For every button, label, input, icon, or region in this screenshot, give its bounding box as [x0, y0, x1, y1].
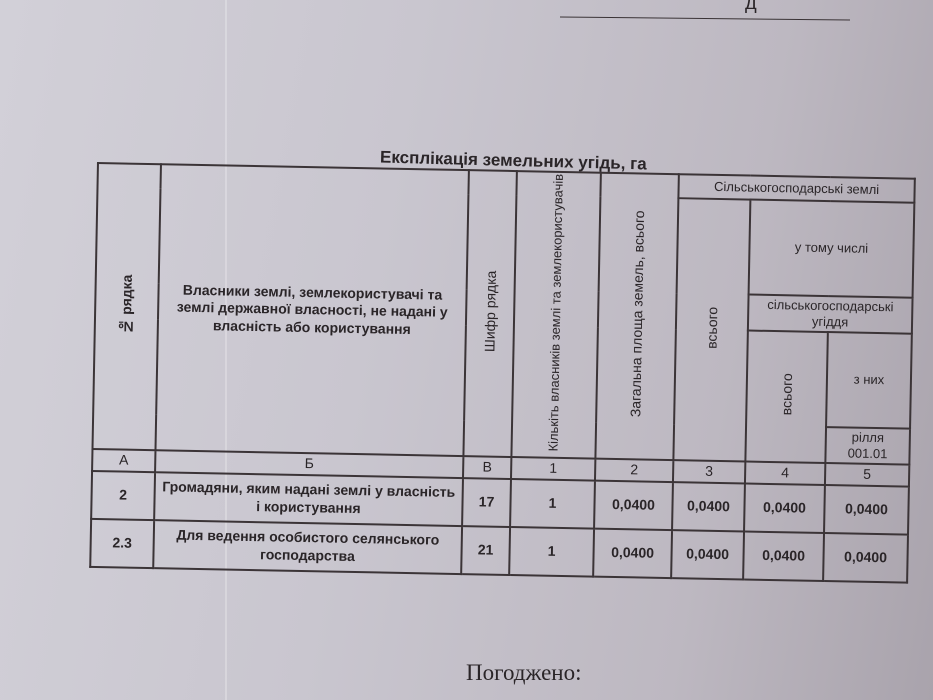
cell-total-area: 0,0400	[594, 480, 673, 530]
cell-arable: 0,0400	[823, 532, 909, 583]
header-holdings-total: всього	[745, 330, 828, 464]
header-total-area: Загальна площа земель, всього	[595, 172, 679, 461]
cell-holdings-total: 0,0400	[744, 483, 825, 533]
top-line	[560, 16, 850, 21]
cell-total-area: 0,0400	[593, 528, 673, 578]
cell-arable: 0,0400	[824, 484, 909, 535]
paper-fold	[225, 0, 227, 700]
top-text-fragment: д	[745, 0, 757, 14]
cell-holdings-total: 0,0400	[743, 531, 825, 581]
index-cell: 4	[744, 461, 826, 485]
cell-count: 1	[509, 526, 595, 577]
header-row-no: № рядка	[92, 163, 161, 451]
header-of-which: з них	[826, 332, 912, 429]
index-cell: 3	[672, 460, 746, 484]
index-cell: 2	[594, 458, 674, 482]
index-cell: 1	[510, 457, 596, 481]
header-owners: Власники землі, землекористувачі та земл…	[155, 164, 469, 457]
cell-agri-total: 0,0400	[671, 529, 745, 580]
cell-code: 17	[462, 477, 511, 527]
index-cell: А	[92, 449, 156, 472]
header-count: Кількіть власників землі та землекористу…	[511, 171, 601, 459]
header-including: у тому числі	[748, 199, 915, 298]
cell-owner: Для ведення особистого селянського госпо…	[153, 519, 463, 574]
header-agri-holdings: сільськогосподарські угіддя	[747, 294, 913, 334]
header-code: Шифр рядка	[463, 170, 517, 458]
cell-agri-total: 0,0400	[672, 481, 745, 532]
header-agri-total: всього	[673, 198, 751, 462]
index-cell: 5	[824, 463, 910, 487]
index-cell: В	[463, 456, 512, 479]
cell-code: 21	[461, 525, 511, 575]
cell-owner: Громадяни, яким надані землі у власність…	[154, 471, 464, 526]
header-arable: рілля 001.01	[825, 426, 911, 465]
approval-label: Погоджено:	[466, 660, 582, 685]
land-explication-table: № рядка Власники землі, землекористувачі…	[89, 162, 916, 583]
cell-row-no: 2	[91, 470, 156, 520]
cell-row-no: 2.3	[90, 518, 155, 568]
cell-count: 1	[510, 478, 595, 529]
